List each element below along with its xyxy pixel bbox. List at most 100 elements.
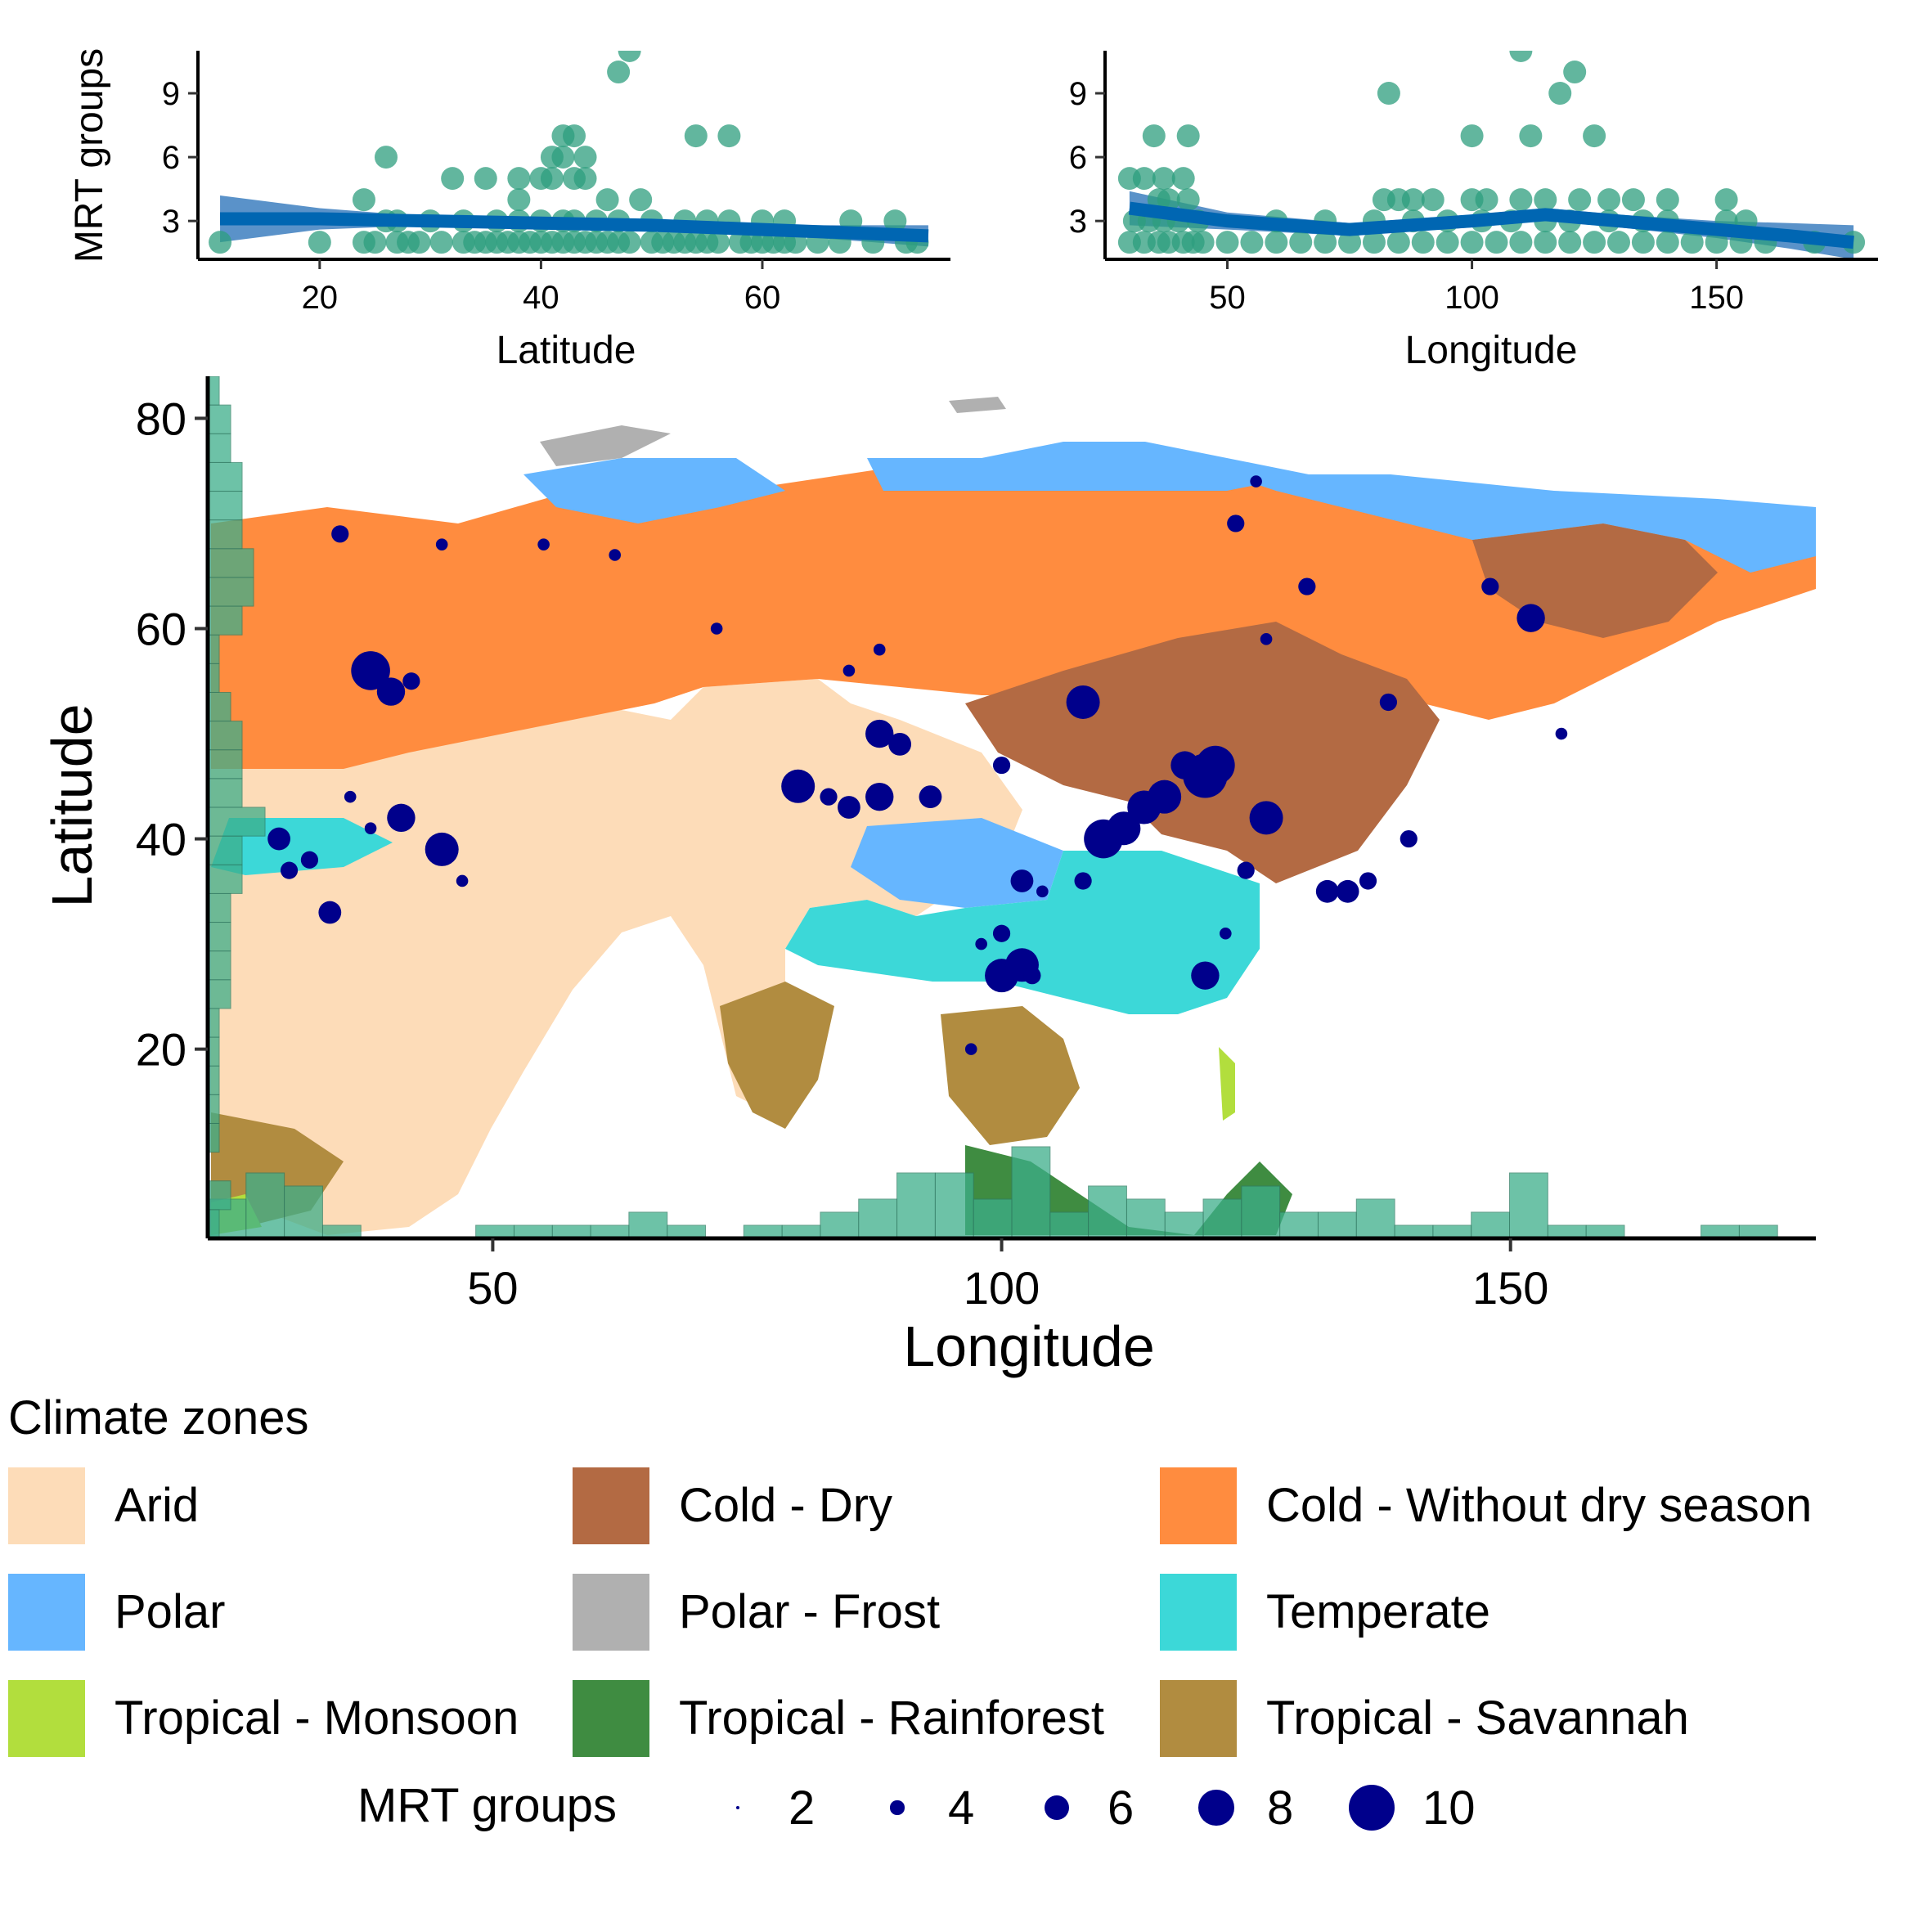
- data-point: [883, 209, 907, 233]
- data-point: [1509, 231, 1533, 254]
- site-point: [1191, 961, 1220, 990]
- latitude-histogram-bar: [208, 950, 231, 981]
- data-point: [1386, 231, 1410, 254]
- site-point: [425, 832, 459, 866]
- site-point: [1336, 879, 1359, 903]
- site-point: [376, 677, 406, 706]
- site-point: [609, 549, 622, 561]
- site-point: [1036, 885, 1049, 898]
- site-point: [865, 719, 894, 748]
- latitude-histogram-bar: [208, 922, 231, 952]
- legend-label: Arid: [115, 1479, 200, 1532]
- latitude-histogram-bar: [208, 691, 231, 722]
- site-point: [1066, 685, 1100, 719]
- longitude-histogram-bar: [245, 1172, 285, 1238]
- data-point: [1509, 188, 1533, 212]
- x-tick-label: 100: [964, 1262, 1040, 1314]
- data-point: [1534, 231, 1557, 254]
- longitude-histogram-bar: [820, 1211, 860, 1238]
- x-tick-label: 60: [744, 280, 781, 316]
- legend-swatch: [8, 1573, 85, 1651]
- data-point: [1656, 188, 1679, 212]
- longitude-histogram-bar: [628, 1211, 668, 1238]
- latitude-histogram-bar: [208, 491, 243, 521]
- smooth-line: [220, 212, 929, 243]
- longitude-histogram-bar: [973, 1198, 1013, 1238]
- data-point: [1132, 167, 1156, 191]
- longitude-histogram-bar: [1585, 1224, 1625, 1238]
- legend-swatch: [573, 1467, 649, 1544]
- data-point: [507, 167, 531, 191]
- latitude-histogram-bar: [208, 979, 231, 1009]
- data-point: [1485, 231, 1508, 254]
- latitude-histogram-bar: [208, 577, 254, 607]
- longitude-histogram-bar: [1164, 1211, 1204, 1238]
- site-point: [402, 672, 420, 690]
- data-point: [1583, 124, 1606, 148]
- zone-polar-frost-region: [540, 397, 1006, 466]
- zone-polar-region: [523, 442, 1816, 908]
- legend-title: Climate zones: [8, 1391, 309, 1445]
- data-point: [595, 188, 619, 212]
- data-point: [474, 167, 497, 191]
- longitude-histogram-bar: [1049, 1211, 1090, 1238]
- site-point: [537, 538, 550, 550]
- legend-item: Cold - Dry: [573, 1467, 892, 1544]
- data-point: [1421, 188, 1445, 212]
- data-point: [1621, 188, 1645, 212]
- data-point: [1401, 188, 1425, 212]
- latitude-histogram-bar: [208, 835, 243, 865]
- data-point: [1519, 124, 1543, 148]
- legend-label: Cold - Dry: [679, 1479, 893, 1532]
- latitude-histogram-bar: [208, 749, 243, 780]
- site-point: [838, 796, 860, 819]
- x-tick-label: 20: [302, 280, 339, 316]
- data-point: [429, 231, 453, 254]
- data-point: [563, 124, 586, 148]
- x-axis-label: Longitude: [903, 1314, 1155, 1378]
- data-point: [1568, 188, 1592, 212]
- data-point: [1171, 167, 1195, 191]
- data-point: [352, 188, 375, 212]
- legend-item: Tropical - Rainforest: [573, 1679, 1104, 1757]
- longitude-histogram-bar: [1355, 1198, 1395, 1238]
- climate-zones-legend: Climate zones Arid Cold - Dry Cold - Witho…: [0, 1391, 1932, 1849]
- longitude-histogram-bar: [896, 1172, 936, 1238]
- y-tick-label: 3: [1069, 204, 1087, 240]
- longitude-histogram-bar: [1011, 1146, 1051, 1238]
- size-legend-dot: [736, 1806, 739, 1809]
- latitude-histogram-bar: [208, 892, 231, 923]
- legend-swatch: [8, 1679, 85, 1757]
- longitude-histogram-bar: [858, 1198, 898, 1238]
- y-tick-label: 20: [136, 1024, 186, 1076]
- data-point: [607, 61, 631, 84]
- site-point: [1148, 780, 1182, 814]
- longitude-histogram-bar: [1088, 1185, 1127, 1238]
- data-point: [1714, 188, 1738, 212]
- size-legend-title: MRT groups: [357, 1779, 617, 1832]
- legend-label: Tropical - Savannah: [1266, 1692, 1689, 1745]
- data-point: [1176, 188, 1200, 212]
- site-point: [1249, 801, 1283, 835]
- data-point: [1152, 167, 1175, 191]
- legend-swatch: [1160, 1679, 1237, 1757]
- latitude-histogram-bar: [208, 778, 243, 808]
- size-legend-label: 6: [1108, 1781, 1134, 1835]
- site-point: [1359, 872, 1377, 890]
- longitude-histogram-bar: [1317, 1211, 1357, 1238]
- y-tick-label: 9: [1069, 76, 1087, 112]
- data-point: [1215, 231, 1239, 254]
- site-point: [1074, 872, 1092, 890]
- longitude-histogram-bar: [321, 1224, 362, 1238]
- site-point: [964, 1043, 977, 1055]
- data-point: [1176, 124, 1200, 148]
- data-point: [1631, 231, 1655, 254]
- size-legend-item: 8: [1190, 1775, 1293, 1840]
- site-point: [1196, 745, 1235, 785]
- legend-label: Temperate: [1266, 1585, 1491, 1638]
- latitude-histogram-bar: [208, 1180, 231, 1211]
- latitude-histogram-bar: [208, 721, 243, 751]
- latitude-histogram-bar: [208, 548, 254, 578]
- map-panel: 50 100 150 20 40 60 80 Longitude Latitude: [40, 376, 1816, 1378]
- site-point: [280, 861, 299, 879]
